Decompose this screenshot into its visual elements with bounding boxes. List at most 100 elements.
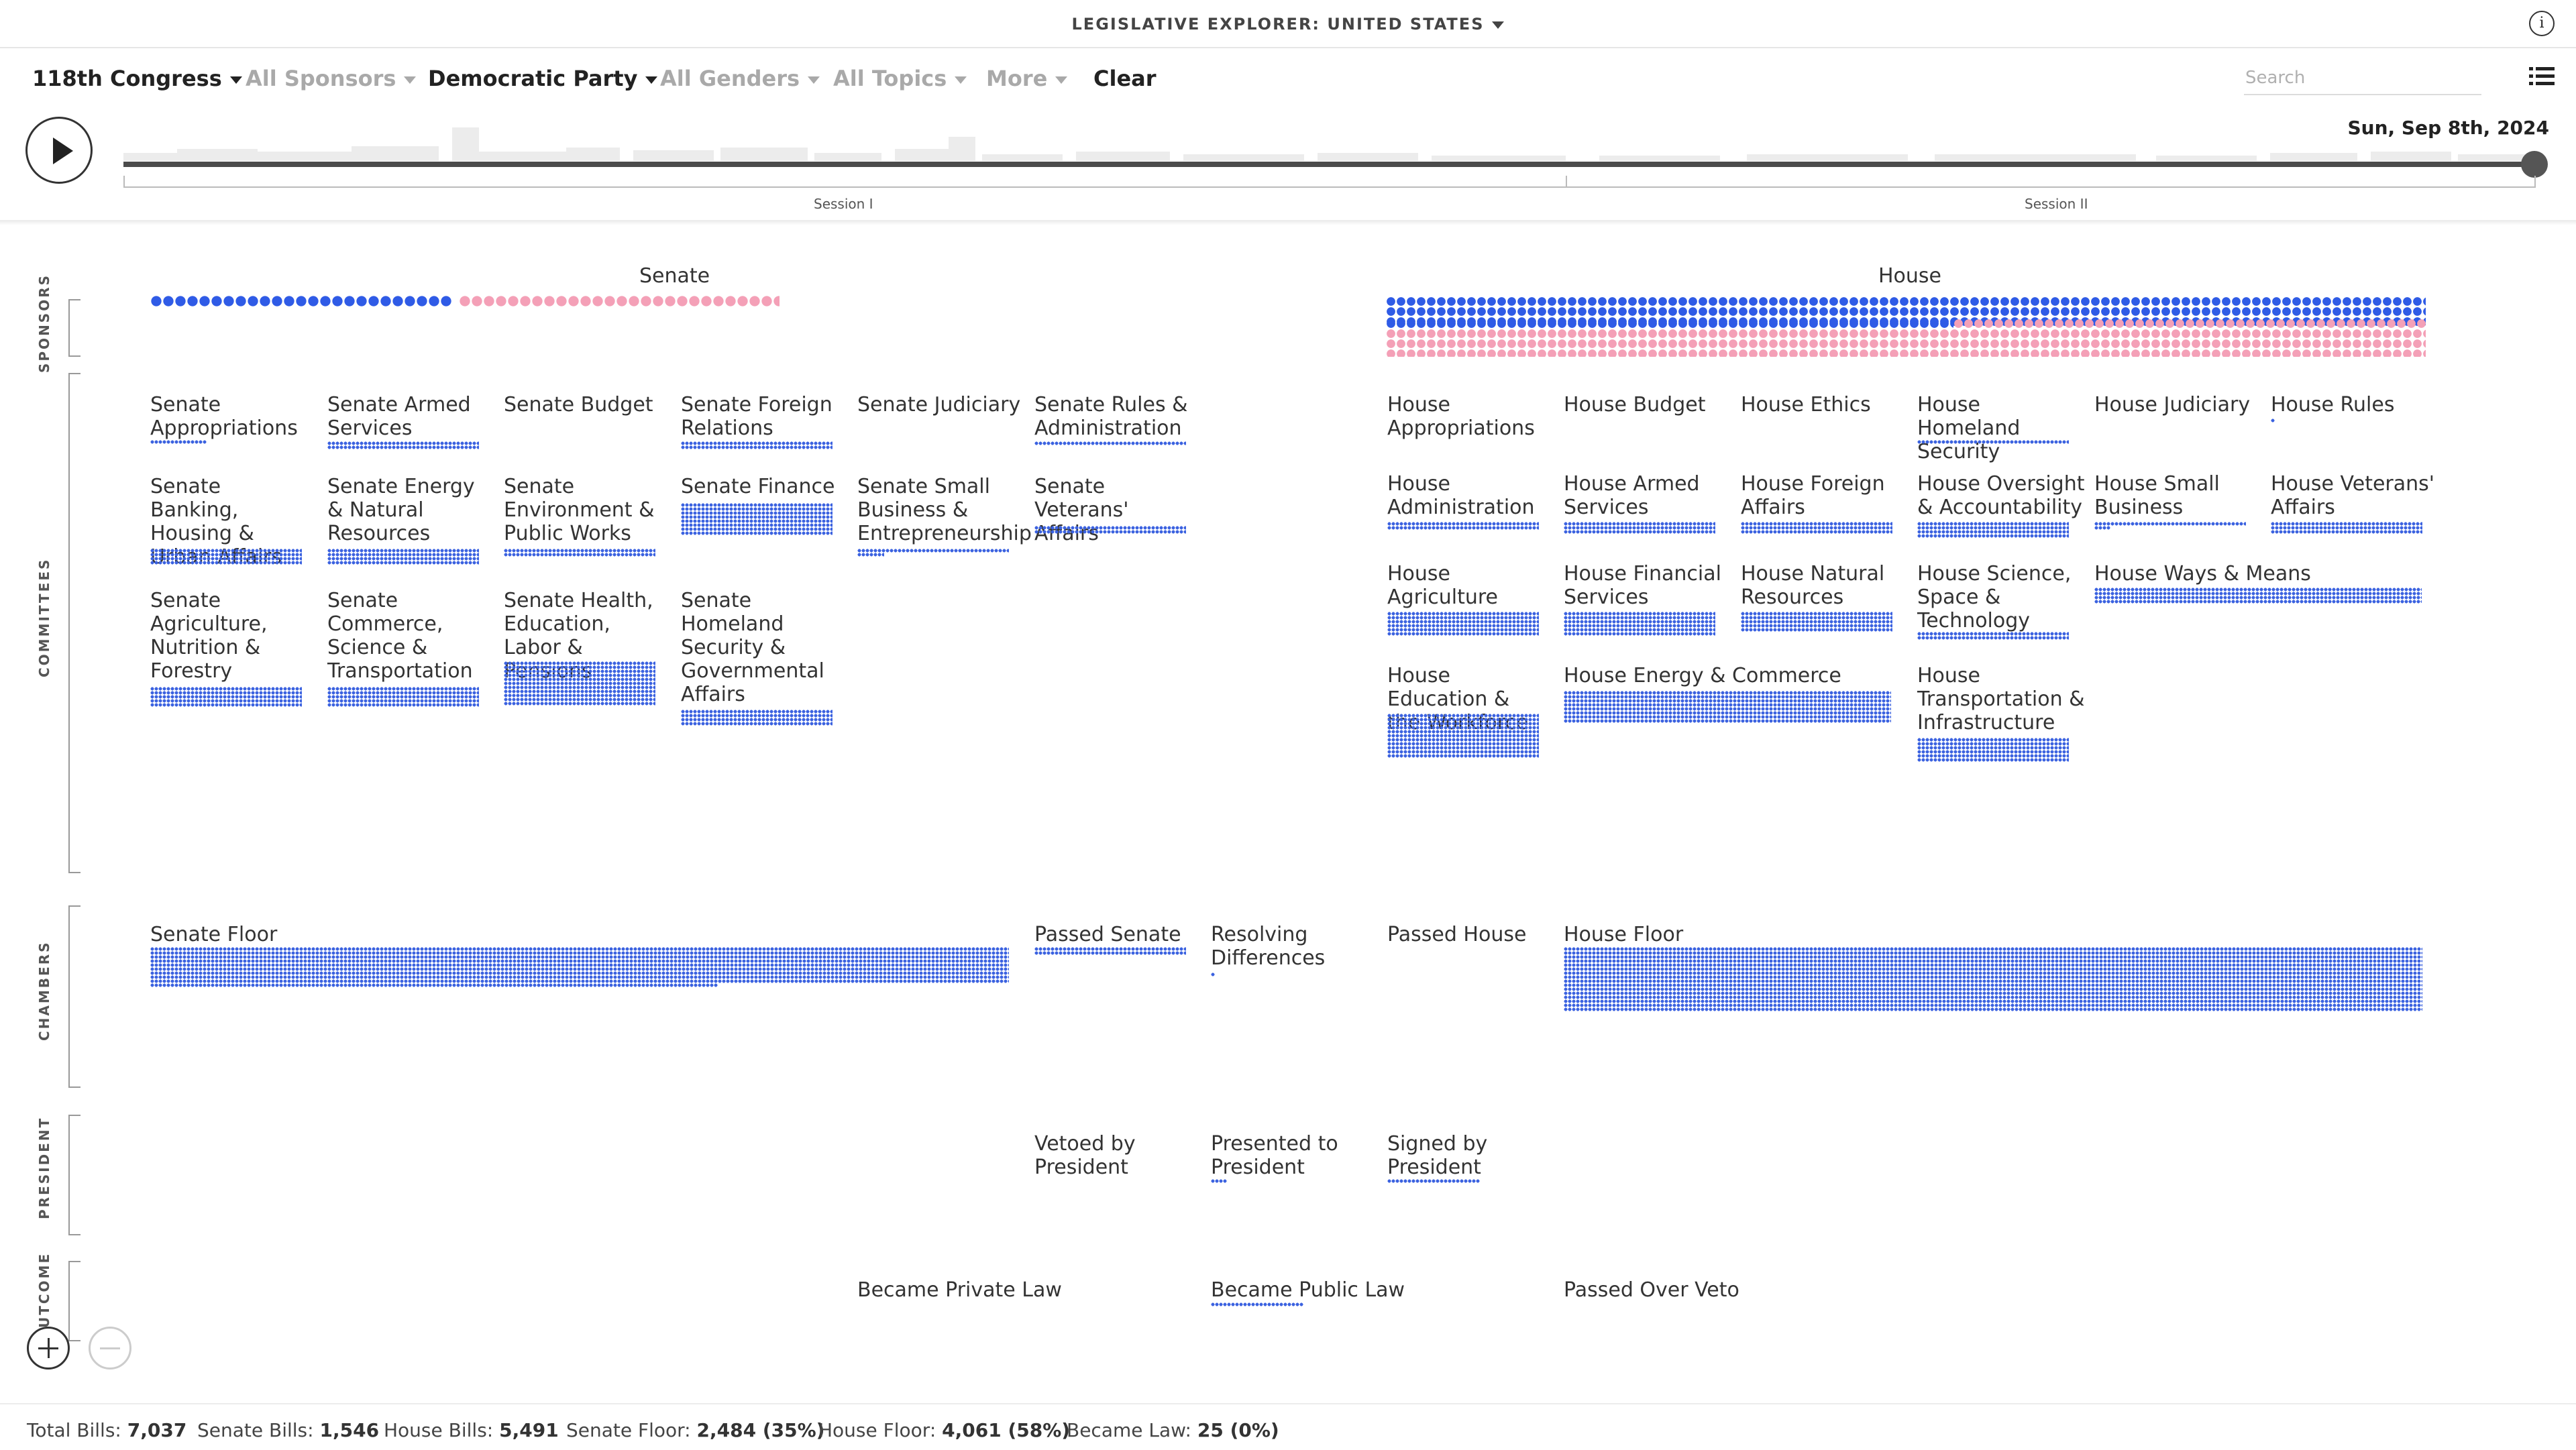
info-icon[interactable]: i — [2529, 11, 2555, 36]
filter-more[interactable]: More — [986, 66, 1068, 91]
committee-label: Senate Judiciary — [857, 393, 1021, 416]
committee-bills[interactable] — [2271, 419, 2275, 423]
filter-genders-label: All Genders — [660, 66, 800, 91]
committee-bills[interactable] — [1387, 714, 1539, 758]
committee-label: House Judiciary — [2094, 393, 2251, 416]
app-title-dropdown[interactable]: LEGISLATIVE EXPLORER: UNITED STATES — [0, 15, 2576, 34]
timeline-track[interactable] — [123, 162, 2536, 167]
committee-bills[interactable] — [1917, 738, 2069, 762]
committee-bills[interactable] — [681, 441, 833, 449]
committee-label: Senate Agriculture, Nutrition & Forestry — [150, 589, 268, 683]
committee-bills[interactable] — [681, 710, 833, 726]
committee-bills[interactable] — [2094, 588, 2422, 604]
stage-label: Vetoed by President — [1034, 1132, 1136, 1179]
zoom-out-button[interactable] — [89, 1327, 131, 1370]
committee-bills[interactable] — [2094, 522, 2246, 526]
committee-bills[interactable] — [1387, 612, 1539, 636]
committee-label: House Financial Services — [1564, 562, 1721, 609]
committee-bills[interactable] — [1917, 522, 2069, 538]
passed-senate-bills[interactable] — [1034, 947, 1186, 955]
app-title-text: LEGISLATIVE EXPLORER: UNITED STATES — [1071, 15, 1485, 34]
chevron-down-icon — [955, 76, 967, 84]
committee-bills[interactable] — [504, 661, 655, 706]
committee-label: House Natural Resources — [1741, 562, 1885, 609]
timeline-handle[interactable] — [2521, 151, 2548, 178]
timeline-divider — [0, 220, 2576, 225]
committee-bills[interactable] — [1034, 526, 1186, 534]
stage-label: Senate Floor — [150, 923, 278, 946]
committee-bills[interactable] — [1034, 441, 1186, 445]
filter-topics[interactable]: All Topics — [833, 66, 967, 91]
committee-label: House Veterans' Affairs — [2271, 472, 2435, 519]
public-law-bills[interactable] — [1211, 1302, 1303, 1306]
stage-label: Became Public Law — [1211, 1278, 1405, 1302]
filter-topics-label: All Topics — [833, 66, 947, 91]
stats-footer: Total Bills: 7,037 Senate Bills: 1,546 H… — [0, 1403, 2576, 1450]
committee-bills[interactable] — [2094, 526, 2110, 530]
committee-label: House Armed Services — [1564, 472, 1700, 519]
committee-label: House Appropriations — [1387, 393, 1535, 440]
section-label-president: PRESIDENT — [36, 1116, 52, 1219]
committee-label: House Transportation & Infrastructure — [1917, 664, 2085, 734]
house-republican-sponsors[interactable] — [1386, 329, 2426, 357]
committee-bills[interactable] — [1917, 632, 2069, 640]
play-button[interactable] — [25, 117, 93, 184]
committee-bills[interactable] — [327, 441, 479, 449]
stage-label: Passed House — [1387, 923, 1527, 946]
house-floor-bills[interactable] — [1564, 947, 2422, 1011]
committee-bills[interactable] — [150, 549, 302, 565]
zoom-in-button[interactable] — [27, 1327, 70, 1370]
stage-label: House Floor — [1564, 923, 1684, 946]
stat-became-law: Became Law: 25 (0%) — [1067, 1419, 1279, 1441]
committee-bills[interactable] — [150, 687, 302, 707]
session-label: Session II — [2025, 196, 2088, 212]
committee-label: House Ways & Means — [2094, 562, 2311, 585]
committee-label: Senate Small Business & Entrepreneurship — [857, 475, 1032, 545]
committee-bills[interactable] — [327, 687, 479, 707]
filter-party[interactable]: Democratic Party — [428, 66, 658, 91]
committee-bills[interactable] — [1741, 612, 1892, 632]
house-republican-sponsors[interactable] — [1953, 319, 2426, 329]
committee-label: Senate Finance — [681, 475, 835, 498]
section-bracket — [68, 299, 80, 357]
presented-bills[interactable] — [1211, 1179, 1227, 1183]
committee-bills[interactable] — [1564, 612, 1715, 636]
signed-bills[interactable] — [1387, 1179, 1480, 1183]
house-democrat-sponsors[interactable] — [1386, 319, 1953, 329]
senate-title: Senate — [639, 264, 710, 288]
committee-bills[interactable] — [504, 549, 655, 557]
senate-floor-bills[interactable] — [150, 947, 1009, 983]
committee-bills[interactable] — [327, 549, 479, 565]
committee-label: House Ethics — [1741, 393, 1871, 416]
senate-democrat-sponsors[interactable] — [150, 295, 452, 307]
list-icon[interactable] — [2529, 66, 2555, 87]
house-title: House — [1878, 264, 1942, 288]
filter-more-label: More — [986, 66, 1048, 91]
committee-bills[interactable] — [150, 440, 207, 444]
committee-bills[interactable] — [1564, 522, 1715, 534]
clear-button[interactable]: Clear — [1093, 66, 1157, 91]
committee-bills[interactable] — [1741, 522, 1892, 534]
chevron-down-icon — [1055, 76, 1068, 84]
search-input[interactable] — [2244, 62, 2481, 95]
stage-label: Signed by President — [1387, 1132, 1488, 1179]
filter-sponsors[interactable]: All Sponsors — [246, 66, 417, 91]
stage-label: Passed Over Veto — [1564, 1278, 1739, 1302]
committee-bills[interactable] — [681, 503, 833, 535]
filter-congress[interactable]: 118th Congress — [32, 66, 242, 91]
committee-label: House Science, Space & Technology — [1917, 562, 2072, 632]
committee-bills[interactable] — [1387, 522, 1539, 530]
committee-bills[interactable] — [1564, 691, 1891, 723]
committee-label: Senate Homeland Security & Governmental … — [681, 589, 824, 706]
committee-bills[interactable] — [2271, 522, 2422, 534]
committee-bills[interactable] — [857, 549, 1009, 553]
stage-label: Became Private Law — [857, 1278, 1062, 1302]
filter-genders[interactable]: All Genders — [660, 66, 820, 91]
senate-floor-bills[interactable] — [150, 983, 718, 987]
committee-bills[interactable] — [857, 553, 884, 557]
senate-republican-sponsors[interactable] — [459, 295, 780, 307]
section-label-sponsors: SPONSORS — [36, 273, 52, 373]
committee-label: Senate Armed Services — [327, 393, 471, 440]
committee-bills[interactable] — [1917, 440, 2069, 444]
resolving-bills[interactable] — [1211, 972, 1215, 977]
